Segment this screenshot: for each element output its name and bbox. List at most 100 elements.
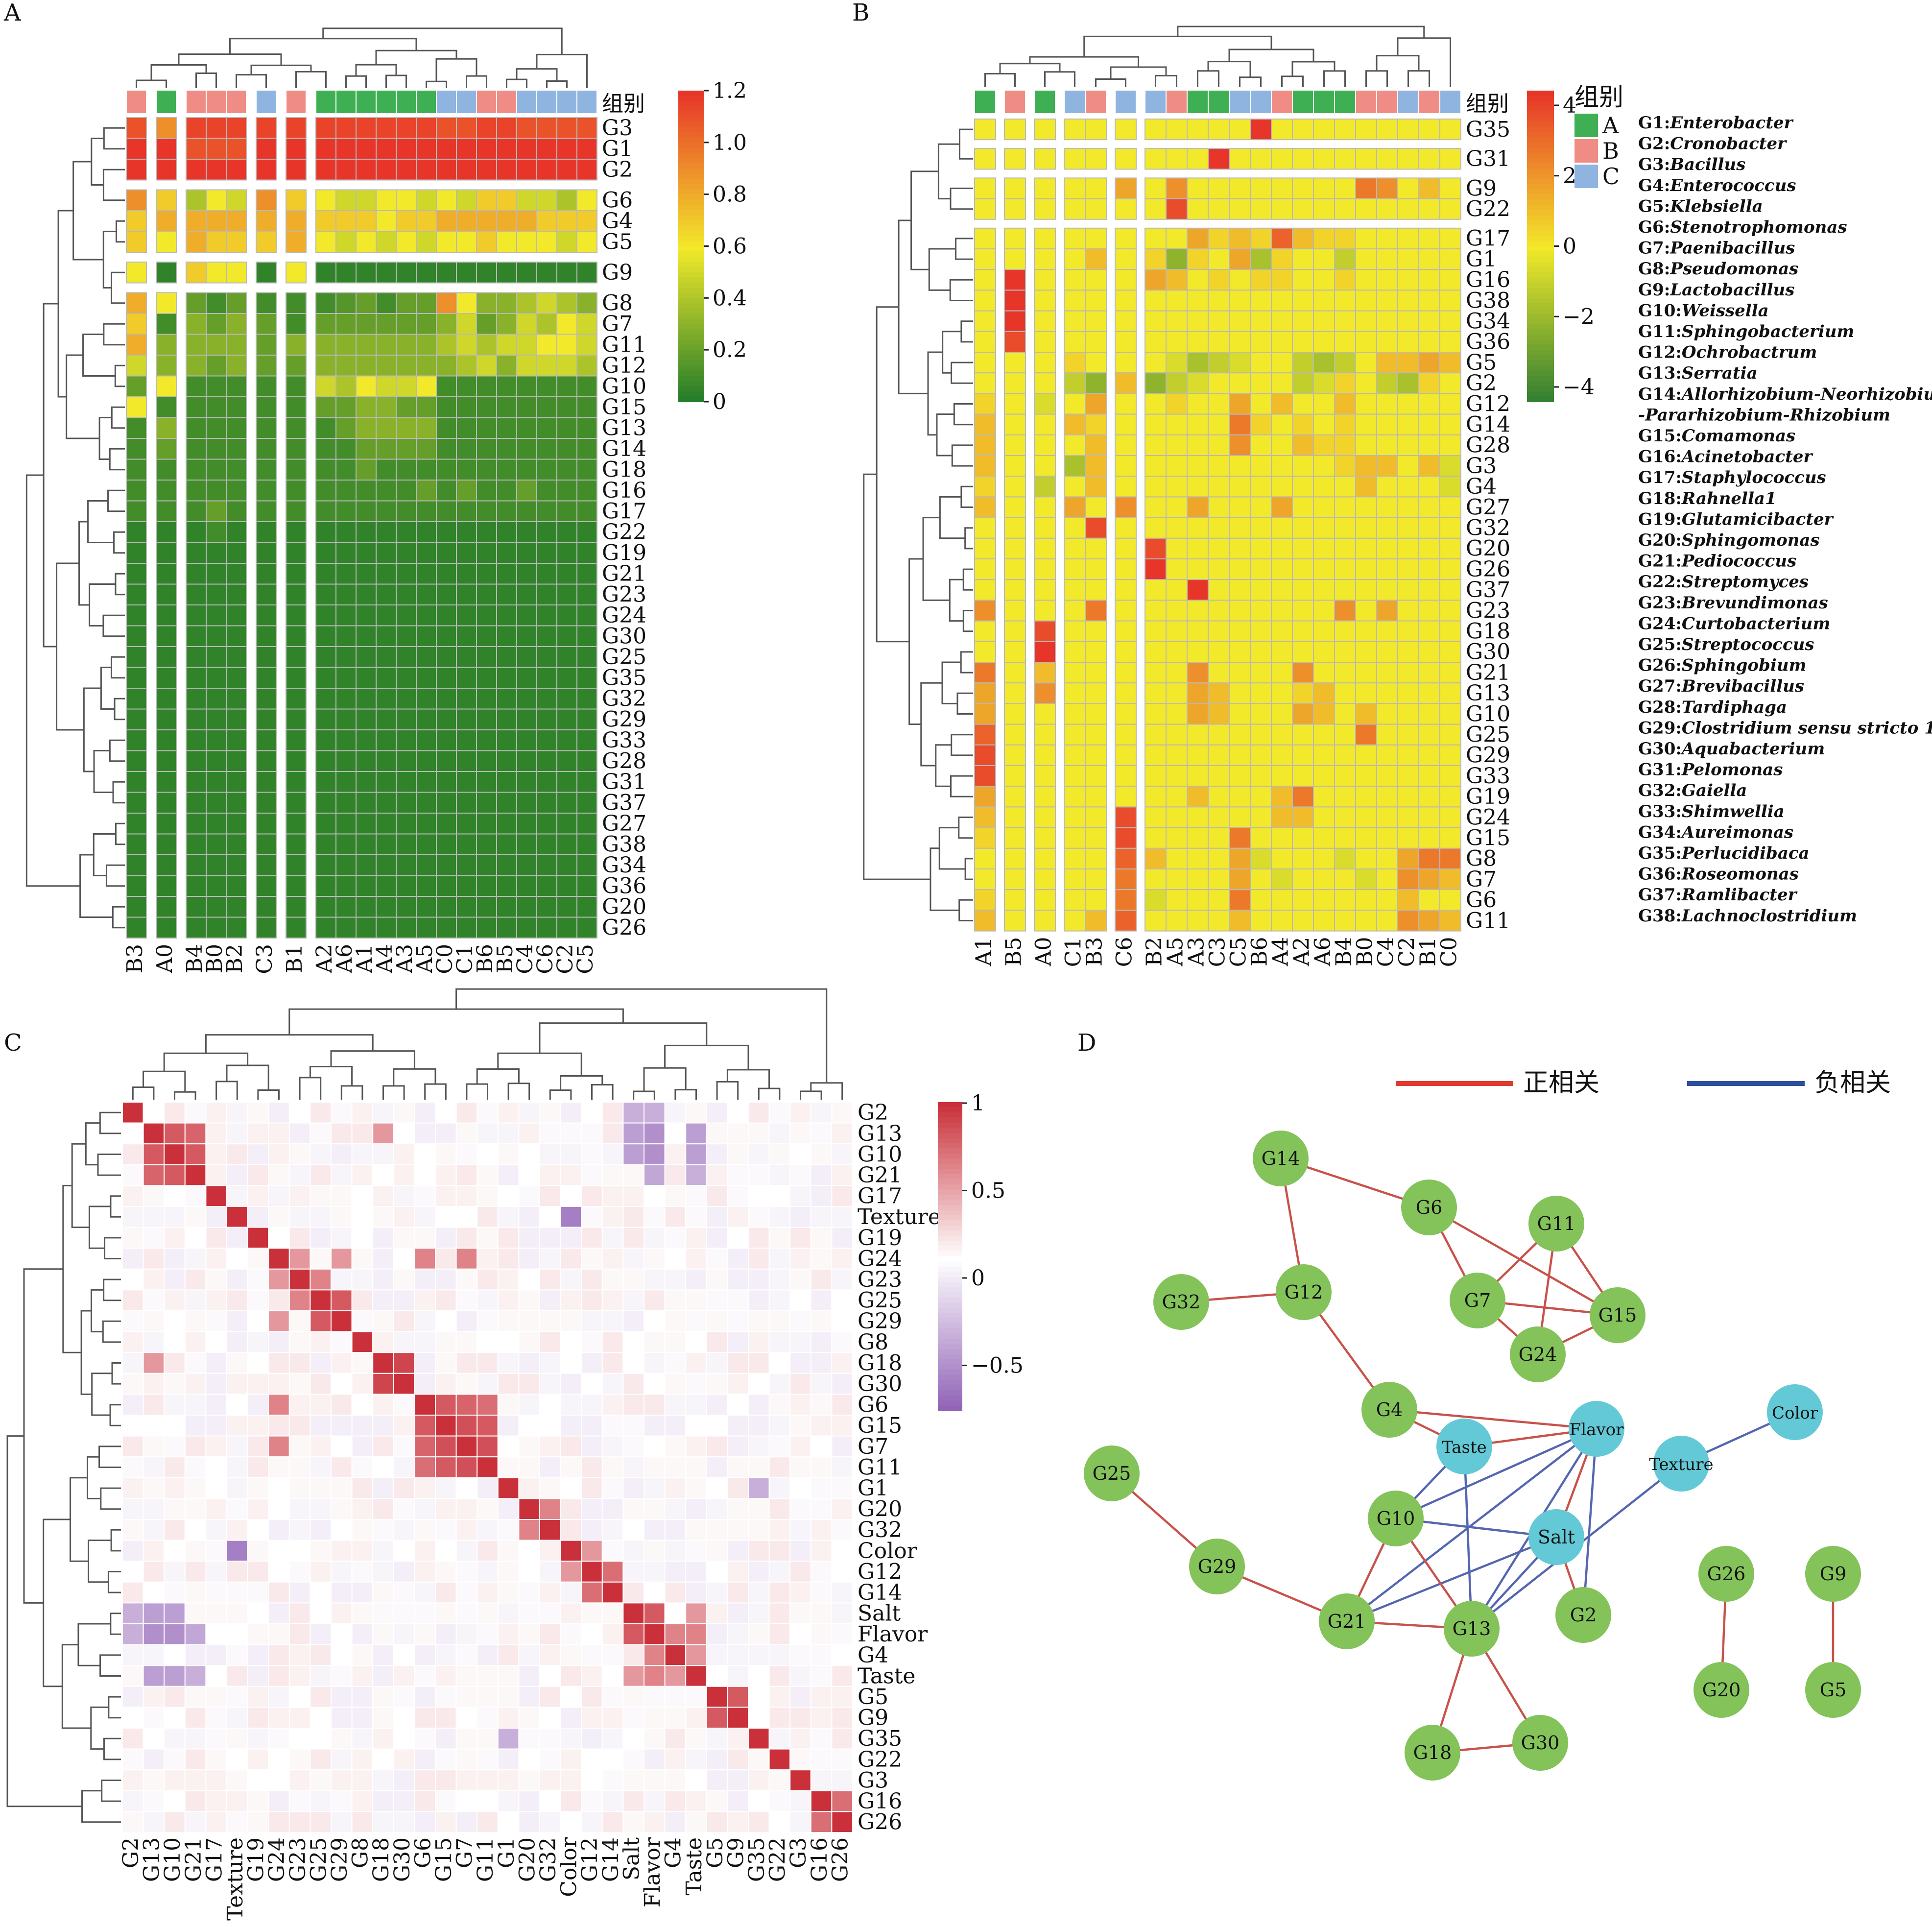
correlation-cell (164, 1394, 186, 1416)
heatmap-cell (974, 682, 996, 704)
taxonomy-entry: G17:Staphylococcus (1638, 468, 1826, 487)
colorbar-segment (678, 204, 704, 211)
correlation-cell (288, 1456, 311, 1478)
heatmap-cell (206, 138, 227, 160)
group-legend-label: A (1602, 112, 1619, 139)
heatmap-cell (315, 458, 336, 481)
heatmap-cell (206, 521, 227, 543)
heatmap-cell (335, 646, 357, 668)
heatmap-cell (186, 417, 207, 439)
heatmap-cell (1439, 393, 1461, 415)
bacteria-node (1319, 1593, 1375, 1649)
heatmap-cell (1229, 198, 1251, 220)
heatmap-cell (436, 159, 457, 181)
colorbar-segment (938, 1174, 962, 1180)
heatmap-cell (1376, 372, 1398, 394)
row-label: Salt (858, 1601, 901, 1626)
correlation-cell (560, 1581, 582, 1604)
heatmap-cell (536, 604, 557, 626)
heatmap-cell (1250, 496, 1272, 518)
correlation-cell (143, 1394, 165, 1416)
heatmap-cell (436, 625, 457, 647)
correlation-cell (288, 1686, 311, 1708)
heatmap-cell (1115, 868, 1137, 891)
heatmap-cell (1064, 352, 1086, 374)
heatmap-cell (1034, 910, 1056, 932)
heatmap-cell (1145, 434, 1167, 456)
heatmap-cell (516, 231, 537, 253)
heatmap-cell (356, 500, 377, 522)
heatmap-cell (974, 786, 996, 808)
correlation-cell (644, 1581, 666, 1604)
correlation-cell (393, 1769, 415, 1791)
colorbar-segment (1527, 339, 1554, 345)
heatmap-cell (1397, 662, 1419, 684)
colorbar-tick-label: 0.5 (971, 1179, 1005, 1204)
dendrogram-branch (87, 1456, 101, 1499)
heatmap-cell (1115, 248, 1137, 270)
colorbar-segment (678, 266, 704, 273)
column-label: G7 (453, 1837, 477, 1868)
colorbar-segment (678, 194, 704, 200)
correlation-cell (414, 1331, 436, 1353)
correlation-cell (288, 1748, 311, 1771)
correlation-cell (706, 1707, 728, 1729)
taxonomy-code: G17: (1638, 468, 1682, 487)
correlation-cell (664, 1519, 687, 1541)
correlation-cell (331, 1102, 353, 1124)
dendrogram-branch (1407, 70, 1430, 87)
heatmap-cell (396, 231, 417, 253)
correlation-cell (164, 1769, 186, 1791)
dendrogram-branch (466, 1083, 488, 1100)
heatmap-cell (1208, 148, 1230, 170)
heatmap-cell (1313, 372, 1335, 394)
taxonomy-code: G34: (1638, 822, 1682, 842)
heatmap-cell (1439, 765, 1461, 787)
correlation-cell (205, 1519, 227, 1541)
dendrogram-branch (1177, 25, 1425, 38)
heatmap-cell (206, 916, 227, 939)
node-label: G25 (1093, 1463, 1131, 1484)
heatmap-cell (496, 708, 517, 730)
heatmap-cell (496, 667, 517, 689)
correlation-cell (310, 1143, 332, 1165)
heatmap-cell (1004, 847, 1026, 870)
heatmap-cell (1439, 331, 1461, 353)
dendrogram-branch (143, 1070, 186, 1092)
correlation-cell (122, 1644, 144, 1666)
correlation-cell (372, 1206, 394, 1228)
colorbar-segment (678, 225, 704, 231)
heatmap-cell (256, 189, 277, 211)
correlation-cell (518, 1665, 541, 1687)
correlation-cell (644, 1748, 666, 1771)
column-label: G1 (494, 1837, 519, 1868)
heatmap-cell (1145, 703, 1167, 725)
correlation-cell (164, 1122, 186, 1145)
colorbar-segment (938, 1143, 962, 1149)
heatmap-cell (156, 117, 177, 139)
heatmap-cell (436, 583, 457, 605)
dendrogram-branch (633, 1090, 655, 1100)
colorbar-segment (1527, 381, 1554, 387)
dendrogram-branch (953, 403, 973, 426)
correlation-cell (414, 1665, 436, 1687)
correlation-cell (518, 1707, 541, 1729)
correlation-cell (789, 1435, 811, 1458)
correlation-cell (226, 1769, 248, 1791)
heatmap-cell (556, 159, 577, 181)
correlation-cell (184, 1498, 207, 1520)
heatmap-cell (186, 813, 207, 835)
heatmap-cell (1271, 289, 1293, 312)
correlation-cell (789, 1602, 811, 1624)
heatmap-cell (226, 159, 247, 181)
heatmap-cell (1313, 119, 1335, 141)
heatmap-cell (1064, 331, 1086, 353)
correlation-cell (644, 1707, 666, 1729)
heatmap-cell (536, 189, 557, 211)
correlation-cell (644, 1394, 666, 1416)
correlation-cell (122, 1811, 144, 1833)
correlation-cell (143, 1477, 165, 1499)
row-label: G12 (1466, 391, 1510, 416)
heatmap-cell (126, 210, 147, 232)
taxonomy-entry: G10:Weissella (1638, 301, 1769, 320)
